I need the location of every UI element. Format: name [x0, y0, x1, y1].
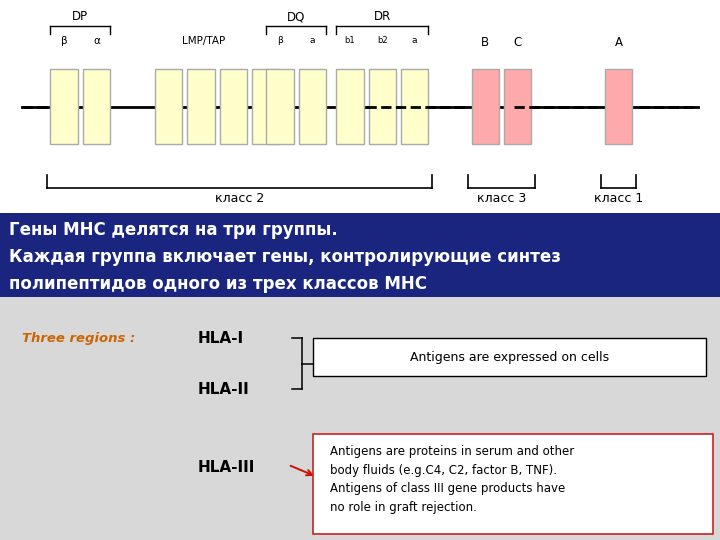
Text: полипептидов одного из трех классов МНС: полипептидов одного из трех классов МНС: [9, 275, 427, 293]
Text: a: a: [310, 36, 315, 45]
Bar: [605, 69, 632, 144]
Text: DQ: DQ: [287, 10, 305, 23]
Text: Antigens are expressed on cells: Antigens are expressed on cells: [410, 350, 609, 363]
Text: α: α: [93, 36, 100, 46]
Bar: [187, 69, 215, 144]
Bar: [220, 69, 247, 144]
Text: a: a: [412, 36, 418, 45]
Bar: [266, 69, 294, 144]
Text: Antigens are proteins in serum and other
body fluids (e.g.C4, C2, factor B, TNF): Antigens are proteins in serum and other…: [330, 445, 574, 514]
Text: C: C: [513, 36, 522, 49]
Text: β: β: [60, 36, 68, 46]
Text: Гены МНС делятся на три группы.: Гены МНС делятся на три группы.: [9, 221, 338, 239]
Bar: [401, 69, 428, 144]
Bar: [472, 69, 499, 144]
Text: b1: b1: [345, 36, 355, 45]
Text: Каждая группа включает гены, контролирующие синтез: Каждая группа включает гены, контролирую…: [9, 248, 560, 266]
Bar: [155, 69, 182, 144]
Text: HLA-III: HLA-III: [198, 460, 256, 475]
Text: A: A: [614, 36, 623, 49]
Bar: [50, 69, 78, 144]
Text: b2: b2: [377, 36, 387, 45]
Text: класс 1: класс 1: [594, 192, 643, 205]
Bar: [299, 69, 326, 144]
Text: LMP/TAP: LMP/TAP: [181, 36, 225, 46]
FancyBboxPatch shape: [313, 434, 713, 534]
Text: β: β: [277, 36, 283, 45]
Text: HLA-II: HLA-II: [198, 382, 250, 397]
Text: класс 2: класс 2: [215, 192, 264, 205]
Text: Three regions :: Three regions :: [22, 332, 135, 345]
Bar: [336, 69, 364, 144]
Bar: [369, 69, 396, 144]
Bar: [83, 69, 110, 144]
Text: HLA-I: HLA-I: [198, 331, 244, 346]
Text: DR: DR: [374, 10, 391, 23]
Bar: [504, 69, 531, 144]
Text: DP: DP: [72, 10, 89, 23]
Text: класс 3: класс 3: [477, 192, 526, 205]
Bar: [252, 69, 279, 144]
FancyBboxPatch shape: [313, 338, 706, 376]
Text: B: B: [481, 36, 490, 49]
